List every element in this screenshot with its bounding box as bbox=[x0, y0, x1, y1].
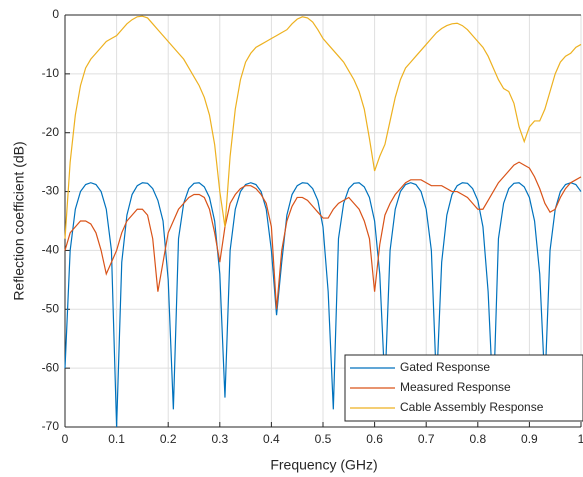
series-line bbox=[64, 15, 582, 239]
x-tick-label: 0.6 bbox=[366, 432, 383, 446]
x-tick-label: 1 bbox=[578, 432, 583, 446]
x-tick-label: 0.2 bbox=[160, 432, 177, 446]
x-tick-label: 0.8 bbox=[469, 432, 486, 446]
x-tick-label: 0 bbox=[62, 432, 69, 446]
x-axis-label: Frequency (GHz) bbox=[270, 457, 377, 473]
y-tick-label: -60 bbox=[42, 360, 60, 374]
legend: Gated Response Measured Response Cable Ass… bbox=[344, 354, 583, 422]
x-tick-label: 0.7 bbox=[418, 432, 435, 446]
y-tick-label: -70 bbox=[42, 419, 60, 433]
x-tick-label: 0.1 bbox=[108, 432, 125, 446]
x-tick-label: 0.9 bbox=[521, 432, 538, 446]
legend-label: Gated Response bbox=[400, 360, 490, 374]
y-tick-label: -40 bbox=[42, 243, 60, 257]
y-tick-label: -50 bbox=[42, 301, 60, 315]
x-tick-label: 0.3 bbox=[211, 432, 228, 446]
x-tick-label: 0.5 bbox=[315, 432, 332, 446]
legend-label: Measured Response bbox=[400, 380, 511, 394]
series-line bbox=[64, 182, 582, 428]
y-tick-label: -20 bbox=[42, 125, 60, 139]
y-tick-label: -10 bbox=[42, 66, 60, 80]
y-tick-label: 0 bbox=[52, 7, 59, 21]
series-line bbox=[64, 161, 582, 310]
x-tick-label: 0.4 bbox=[263, 432, 280, 446]
legend-label: Cable Assembly Response bbox=[400, 400, 544, 414]
y-axis-label: Reflection coefficient (dB) bbox=[11, 141, 27, 300]
y-tick-label: -30 bbox=[42, 184, 60, 198]
